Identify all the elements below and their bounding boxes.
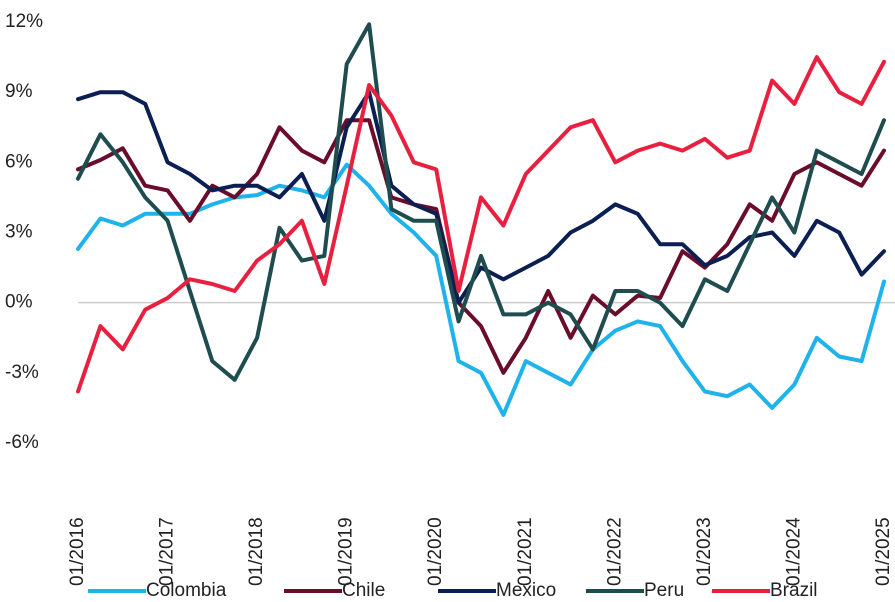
- x-tick-label: 01/2017: [157, 517, 178, 586]
- x-tick-label: 01/2020: [425, 517, 446, 586]
- x-tick-label: 01/2022: [604, 517, 625, 586]
- x-tick-label: 01/2021: [515, 517, 536, 586]
- y-tick-label: -3%: [5, 362, 39, 383]
- y-tick-label: 9%: [5, 81, 33, 102]
- legend-label: Peru: [644, 580, 684, 601]
- x-tick-label: 01/2025: [873, 517, 894, 586]
- series-line: [76, 162, 886, 417]
- x-tick-label: 01/2019: [336, 517, 357, 586]
- y-tick-label: -6%: [5, 432, 39, 453]
- y-tick-label: 3%: [5, 222, 33, 243]
- x-tick-label: 01/2024: [783, 517, 804, 586]
- y-tick-label: 12%: [5, 11, 43, 32]
- x-tick-label: 01/2018: [246, 517, 267, 586]
- legend-label: Colombia: [146, 580, 227, 601]
- legend-label: Mexico: [496, 580, 556, 601]
- x-tick-label: 01/2023: [694, 517, 715, 586]
- series-line: [76, 22, 886, 382]
- series-line: [76, 118, 886, 375]
- legend-label: Brazil: [770, 580, 818, 601]
- y-tick-label: 0%: [5, 292, 33, 313]
- legend-label: Chile: [342, 580, 385, 601]
- y-tick-label: 6%: [5, 151, 33, 172]
- x-tick-label: 01/2016: [67, 517, 88, 586]
- series-line: [76, 90, 886, 305]
- series-line: [76, 55, 886, 394]
